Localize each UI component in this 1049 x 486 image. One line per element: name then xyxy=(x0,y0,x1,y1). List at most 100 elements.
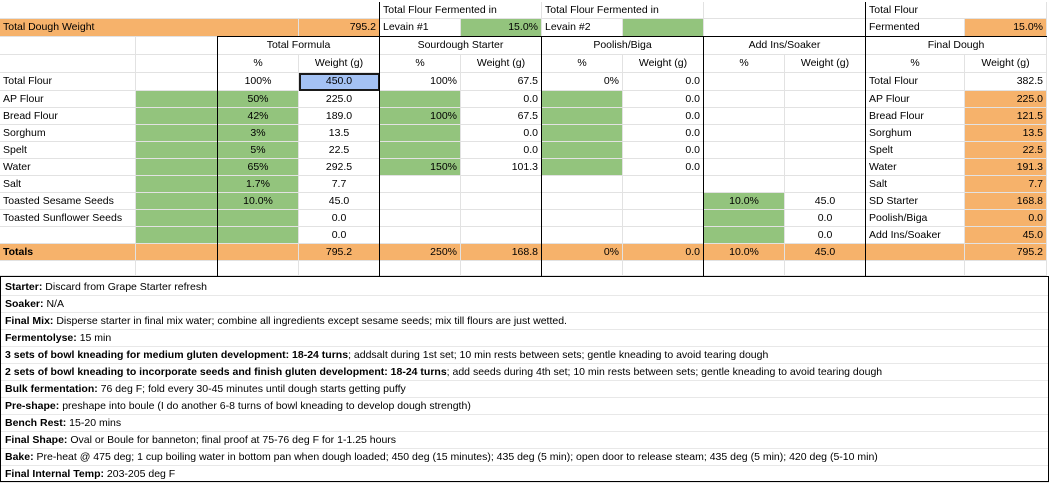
total-dough-weight-value[interactable]: 795.2 xyxy=(299,19,380,37)
fd-name[interactable]: Poolish/Biga xyxy=(866,210,965,227)
pb-pct[interactable] xyxy=(542,108,623,125)
sd-pct[interactable] xyxy=(380,176,461,193)
blank-cell[interactable] xyxy=(704,261,785,276)
sd-weight[interactable]: 0.0 xyxy=(461,125,542,142)
col-header-weight[interactable]: Weight (g) xyxy=(461,55,542,73)
pb-pct[interactable]: 0% xyxy=(542,73,623,91)
blank-cell[interactable] xyxy=(0,37,136,55)
blank-cell[interactable] xyxy=(623,261,704,276)
col-header-pct[interactable]: % xyxy=(218,55,299,73)
ai-pct[interactable] xyxy=(704,210,785,227)
blank-cell[interactable] xyxy=(136,227,218,244)
ingredient-name[interactable] xyxy=(0,227,136,244)
totals-tf-weight[interactable]: 795.2 xyxy=(299,244,380,261)
blank-cell[interactable] xyxy=(136,210,218,227)
blank-cell[interactable] xyxy=(866,261,965,276)
sd-pct[interactable] xyxy=(380,227,461,244)
col-header-weight[interactable]: Weight (g) xyxy=(965,55,1047,73)
blank-cell[interactable] xyxy=(136,244,218,261)
blank-cell[interactable] xyxy=(461,261,542,276)
ai-pct[interactable]: 10.0% xyxy=(704,193,785,210)
ingredient-name[interactable]: AP Flour xyxy=(0,91,136,108)
levain1-label[interactable]: Levain #1 xyxy=(380,19,461,37)
pb-weight[interactable]: 0.0 xyxy=(623,125,704,142)
col-header-pct[interactable]: % xyxy=(866,55,965,73)
ai-weight[interactable]: 0.0 xyxy=(785,210,866,227)
tf-pct[interactable]: 5% xyxy=(218,142,299,159)
totals-sd-weight[interactable]: 168.8 xyxy=(461,244,542,261)
note-line[interactable]: Fermentolyse: 15 min xyxy=(0,330,1049,347)
sd-weight[interactable]: 0.0 xyxy=(461,142,542,159)
pb-weight[interactable] xyxy=(623,227,704,244)
blank-cell[interactable] xyxy=(136,55,218,73)
blank-cell[interactable] xyxy=(965,261,1047,276)
tf-pct[interactable]: 42% xyxy=(218,108,299,125)
ai-pct[interactable] xyxy=(704,227,785,244)
blank-cell[interactable] xyxy=(299,261,380,276)
totals-fd-weight[interactable]: 795.2 xyxy=(965,244,1047,261)
note-line[interactable]: Final Mix: Disperse starter in final mix… xyxy=(0,313,1049,330)
pb-pct[interactable] xyxy=(542,142,623,159)
levain1-value[interactable]: 15.0% xyxy=(461,19,542,37)
tf-pct[interactable]: 1.7% xyxy=(218,176,299,193)
blank-cell[interactable] xyxy=(704,2,866,19)
fd-name[interactable]: AP Flour xyxy=(866,91,965,108)
blank-cell[interactable] xyxy=(136,37,218,55)
section-add-ins-soaker[interactable]: Add Ins/Soaker xyxy=(704,37,866,55)
col-header-pct[interactable]: % xyxy=(704,55,785,73)
ai-pct[interactable] xyxy=(704,125,785,142)
sd-weight[interactable] xyxy=(461,193,542,210)
pb-pct[interactable] xyxy=(542,210,623,227)
blank-cell[interactable] xyxy=(136,159,218,176)
pb-pct[interactable] xyxy=(542,125,623,142)
pb-weight[interactable]: 0.0 xyxy=(623,108,704,125)
blank-cell[interactable] xyxy=(866,244,965,261)
pb-weight[interactable]: 0.0 xyxy=(623,159,704,176)
tf-pct[interactable] xyxy=(218,227,299,244)
blank-cell[interactable] xyxy=(136,176,218,193)
col-header-weight[interactable]: Weight (g) xyxy=(623,55,704,73)
pb-weight[interactable] xyxy=(623,210,704,227)
blank-cell[interactable] xyxy=(218,261,299,276)
ingredient-name[interactable]: Salt xyxy=(0,176,136,193)
tf-pct[interactable] xyxy=(218,210,299,227)
fd-name[interactable]: Water xyxy=(866,159,965,176)
fd-weight[interactable]: 121.5 xyxy=(965,108,1047,125)
ai-pct[interactable] xyxy=(704,108,785,125)
ai-weight[interactable] xyxy=(785,108,866,125)
fd-name[interactable]: Bread Flour xyxy=(866,108,965,125)
pb-pct[interactable] xyxy=(542,227,623,244)
ingredient-name[interactable]: Total Flour xyxy=(0,73,136,91)
fd-weight[interactable]: 168.8 xyxy=(965,193,1047,210)
sd-pct[interactable] xyxy=(380,125,461,142)
note-line[interactable]: 3 sets of bowl kneading for medium glute… xyxy=(0,347,1049,364)
col-header-pct[interactable]: % xyxy=(542,55,623,73)
ingredient-name[interactable]: Sorghum xyxy=(0,125,136,142)
ai-weight[interactable] xyxy=(785,142,866,159)
sd-weight[interactable]: 0.0 xyxy=(461,91,542,108)
ai-pct[interactable] xyxy=(704,91,785,108)
pb-pct[interactable] xyxy=(542,176,623,193)
blank-cell[interactable] xyxy=(0,55,136,73)
fd-weight[interactable]: 382.5 xyxy=(965,73,1047,91)
fd-name[interactable]: Add Ins/Soaker xyxy=(866,227,965,244)
section-poolish-biga[interactable]: Poolish/Biga xyxy=(542,37,704,55)
tf-weight[interactable]: 0.0 xyxy=(299,227,380,244)
totals-pb-weight[interactable]: 0.0 xyxy=(623,244,704,261)
sd-weight[interactable]: 101.3 xyxy=(461,159,542,176)
fd-name[interactable]: SD Starter xyxy=(866,193,965,210)
ai-weight[interactable] xyxy=(785,159,866,176)
pb-pct[interactable] xyxy=(542,159,623,176)
blank-cell[interactable] xyxy=(0,2,380,19)
ai-pct[interactable] xyxy=(704,73,785,91)
pb-pct[interactable] xyxy=(542,193,623,210)
ai-weight[interactable]: 45.0 xyxy=(785,193,866,210)
total-dough-weight-label[interactable]: Total Dough Weight xyxy=(0,19,299,37)
pb-weight[interactable] xyxy=(623,176,704,193)
sd-weight[interactable] xyxy=(461,210,542,227)
ingredient-name[interactable]: Spelt xyxy=(0,142,136,159)
tf-pct[interactable]: 10.0% xyxy=(218,193,299,210)
tf-weight[interactable]: 22.5 xyxy=(299,142,380,159)
tf-weight[interactable]: 189.0 xyxy=(299,108,380,125)
blank-cell[interactable] xyxy=(136,125,218,142)
